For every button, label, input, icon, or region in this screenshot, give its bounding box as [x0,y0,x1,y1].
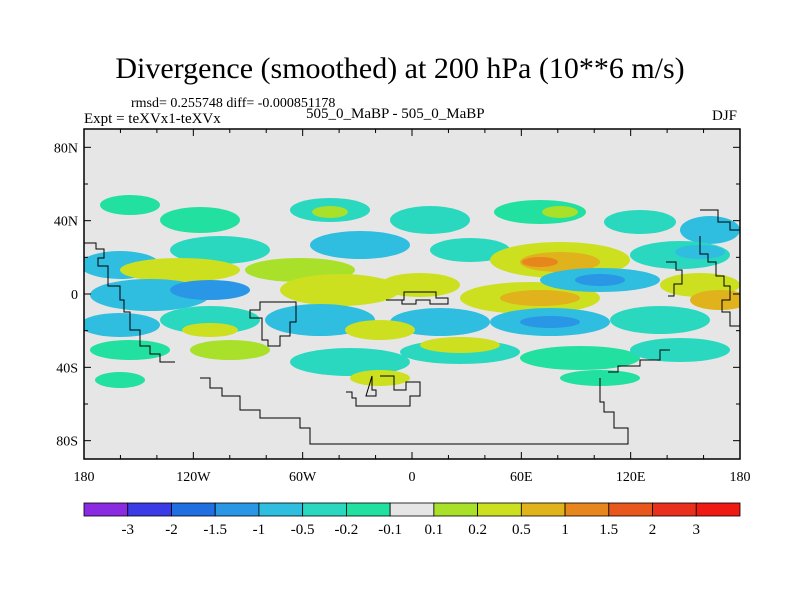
colorbar-swatch [520,502,566,517]
x-tick-label: 120W [176,470,211,485]
season-label: DJF [712,108,738,124]
contour-band-subtropics-north [84,231,730,279]
y-tick-label: 80S [56,435,78,450]
continent-outlines [84,209,740,445]
experiment-label: Expt = teXVx1-teXVx [84,111,221,127]
colorbar-label: -0.2 [335,522,359,538]
colorbar-label: 1.5 [599,522,618,538]
contour-band-south [90,337,730,388]
colorbar-label: 2 [649,522,657,538]
colorbar: -3 -2 -1.5 -1 -0.5 -0.2 -0.1 0.1 0.2 0.5 1 1.5 2 3 [83,502,741,538]
y-tick-label: 40N [54,215,78,230]
y-tick-label: 80N [54,141,78,156]
cases-label: 505_0_MaBP - 505_0_MaBP [306,106,485,122]
colorbar-swatch [695,502,741,517]
colorbar-swatch [83,502,129,517]
y-tick-label: 0 [71,288,78,303]
contour-band-equator [90,258,740,314]
chart-title: Divergence (smoothed) at 200 hPa (10**6 … [115,52,685,85]
colorbar-swatch [302,502,347,517]
x-axis: 180 120W 60W 0 60E 120E 180 [74,129,751,485]
colorbar-label: 0.5 [512,522,531,538]
colorbar-swatch [258,502,304,517]
colorbar-swatch [389,502,435,517]
colorbar-label: 3 [693,522,701,538]
colorbar-swatch [171,502,216,517]
colorbar-swatch [477,502,522,517]
colorbar-swatch [433,502,479,517]
colorbar-label: 0.1 [424,522,443,538]
colorbar-label: -2 [165,522,178,538]
colorbar-label: -3 [121,522,134,538]
colorbar-label: 1 [561,522,569,538]
contour-band-north [100,195,740,244]
x-tick-label: 180 [730,470,751,485]
contour-fill-layer [84,195,740,388]
x-tick-label: 120E [616,470,646,485]
x-tick-label: 60W [289,470,317,485]
colorbar-swatch [608,502,653,517]
colorbar-label: -0.5 [291,522,315,538]
colorbar-swatch [345,502,391,517]
colorbar-label: -1 [253,522,266,538]
contour-band-subtropics-south [84,304,710,340]
colorbar-swatch [652,502,697,517]
x-tick-label: 180 [74,470,95,485]
colorbar-label: -0.1 [378,522,402,538]
colorbar-swatch [127,502,172,517]
y-axis: 80N 40N 0 40S 80S [54,141,740,450]
colorbar-swatch [564,502,610,517]
y-tick-label: 40S [56,361,78,376]
x-tick-label: 0 [409,470,416,485]
colorbar-label: 0.2 [468,522,487,538]
stats-text: rmsd= 0.255748 diff= -0.000851178 [131,96,336,111]
x-tick-label: 60E [510,470,533,485]
colorbar-label: -1.5 [203,522,227,538]
colorbar-swatch [214,502,260,517]
